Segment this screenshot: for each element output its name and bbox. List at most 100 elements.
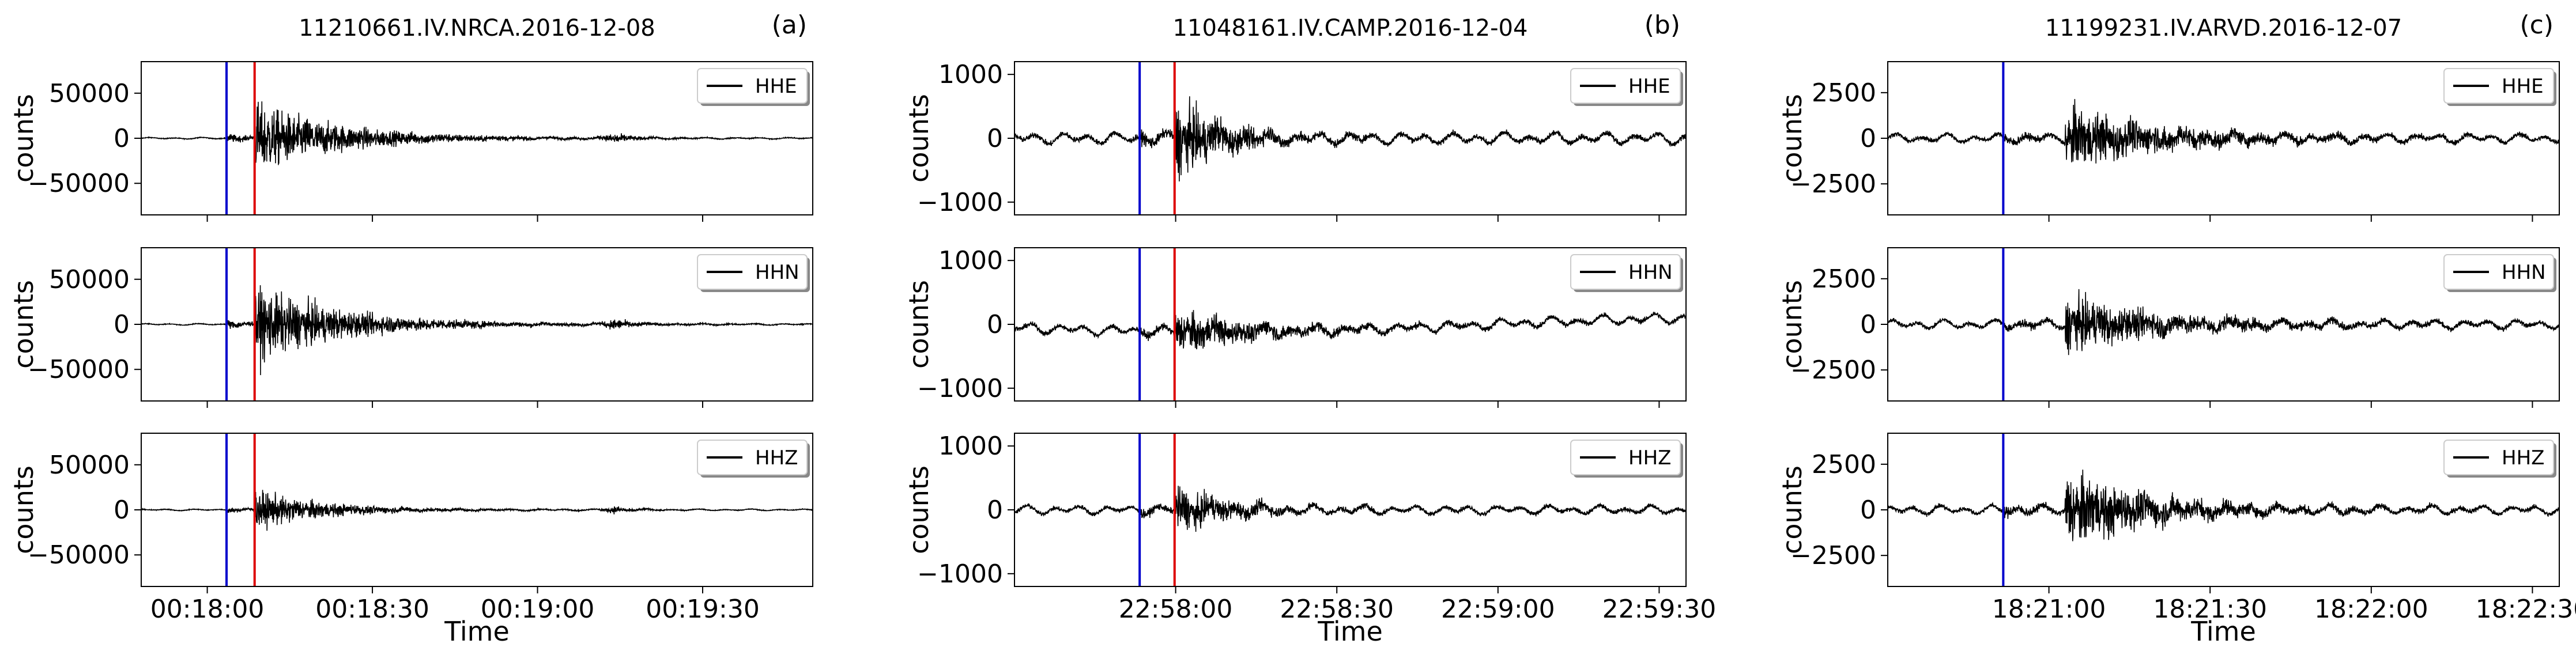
waveform-trace-hhn xyxy=(1014,310,1686,350)
legend-label: HHN xyxy=(755,261,799,284)
legend-box xyxy=(2443,440,2554,475)
legend-label: HHE xyxy=(755,75,797,98)
x-tick-label: 18:21:30 xyxy=(2153,595,2267,624)
legend-box xyxy=(697,68,808,104)
y-tick-label: 50000 xyxy=(49,79,130,108)
x-tick-label: 22:58:00 xyxy=(1119,595,1233,624)
y-tick-label: −2500 xyxy=(1790,355,1876,385)
waveform-trace-hhe xyxy=(1888,99,2559,164)
legend-label: HHZ xyxy=(1628,446,1671,470)
y-tick-label: −2500 xyxy=(1790,541,1876,570)
x-tick-label: 18:22:00 xyxy=(2314,595,2428,624)
x-axis-label: Time xyxy=(2190,616,2256,647)
y-axis-label: counts xyxy=(1777,465,1808,554)
legend-hhz: HHZ xyxy=(2443,440,2556,478)
x-tick-label: 00:18:00 xyxy=(150,595,265,624)
legend-hhe: HHE xyxy=(1570,68,1683,106)
x-tick-label: 18:22:30 xyxy=(2476,595,2576,624)
chart-title: 11199231.IV.ARVD.2016-12-07 xyxy=(2045,15,2402,41)
legend-box xyxy=(2443,254,2554,290)
legend-label: HHN xyxy=(2502,261,2546,284)
legend-box xyxy=(1570,440,1681,475)
waveform-trace-hhz xyxy=(141,490,813,531)
legend-label: HHZ xyxy=(2502,446,2544,470)
x-tick-label: 00:18:30 xyxy=(315,595,429,624)
y-tick-label: 0 xyxy=(1860,310,1876,339)
x-tick-label: 18:21:00 xyxy=(1992,595,2106,624)
legend-hhe: HHE xyxy=(2443,68,2556,106)
y-tick-label: −50000 xyxy=(28,540,130,570)
panel-tag: (c) xyxy=(2520,10,2554,40)
y-tick-label: 0 xyxy=(114,124,130,153)
legend-box xyxy=(1570,254,1681,290)
waveform-trace-hhn xyxy=(1888,289,2559,355)
subplot-hhz: 1000 0 −1000 counts 22:58:00 22:58:30 22:59:00… xyxy=(903,431,1716,624)
x-tick-label: 00:19:30 xyxy=(646,595,760,624)
y-tick-label: −1000 xyxy=(917,374,1003,403)
y-tick-label: 0 xyxy=(1860,495,1876,525)
y-axis-label: counts xyxy=(903,465,934,554)
y-tick-label: 2500 xyxy=(1812,450,1876,479)
waveform-trace-hhz xyxy=(1014,486,1686,534)
y-tick-label: 0 xyxy=(987,124,1003,153)
y-axis-label: counts xyxy=(903,94,934,183)
waveform-trace-hhz xyxy=(1888,470,2559,542)
subplot-hhe: 1000 0 −1000 counts HHE xyxy=(903,60,1687,222)
y-tick-label: 1000 xyxy=(938,60,1003,89)
legend-hhz: HHZ xyxy=(1570,440,1683,478)
legend-hhz: HHZ xyxy=(697,440,810,478)
x-tick-label: 22:59:00 xyxy=(1441,595,1555,624)
legend-box xyxy=(2443,68,2554,104)
legend-hhn: HHN xyxy=(2443,254,2556,292)
y-tick-label: 2500 xyxy=(1812,264,1876,294)
chart-panel-b: 11048161.IV.CAMP.2016-12-04 (b) 1000 0 −1000… xyxy=(903,10,1716,647)
y-tick-label: 2500 xyxy=(1812,78,1876,108)
waveform-trace-hhe xyxy=(1014,96,1686,181)
y-axis-label: counts xyxy=(8,94,39,183)
legend-hhn: HHN xyxy=(1570,254,1683,292)
y-tick-label: −50000 xyxy=(28,355,130,384)
x-tick-label: 00:19:00 xyxy=(481,595,595,624)
panel-tag: (b) xyxy=(1645,10,1680,40)
subplot-hhn: 1000 0 −1000 counts HHN xyxy=(903,246,1687,408)
y-tick-label: 1000 xyxy=(938,246,1003,275)
waveform-trace-hhn xyxy=(141,285,813,376)
legend-hhn: HHN xyxy=(697,254,810,292)
y-tick-label: −50000 xyxy=(28,169,130,198)
y-tick-label: 0 xyxy=(1860,124,1876,153)
chart-panel-c: 11199231.IV.ARVD.2016-12-07 (c) 2500 0 −2500… xyxy=(1777,10,2576,647)
y-tick-label: 0 xyxy=(114,310,130,339)
waveform-trace-hhe xyxy=(141,101,813,165)
y-tick-label: 50000 xyxy=(49,451,130,480)
legend-box xyxy=(697,254,808,290)
chart-title: 11048161.IV.CAMP.2016-12-04 xyxy=(1173,15,1528,41)
y-axis-label: counts xyxy=(1777,280,1808,369)
panel-tag: (a) xyxy=(772,10,807,40)
y-axis-label: counts xyxy=(8,465,39,554)
legend-hhe: HHE xyxy=(697,68,810,106)
y-tick-label: −2500 xyxy=(1790,169,1876,199)
y-axis-label: counts xyxy=(8,280,39,369)
legend-label: HHE xyxy=(1628,75,1670,98)
legend-box xyxy=(697,440,808,475)
y-axis-label: counts xyxy=(1777,94,1808,183)
y-tick-label: 0 xyxy=(987,495,1003,525)
legend-box xyxy=(1570,68,1681,104)
y-tick-label: 1000 xyxy=(938,431,1003,461)
chart-panel-a: 11210661.IV.NRCA.2016-12-08 (a) 50000 0 −500… xyxy=(8,10,813,647)
x-tick-label: 22:58:30 xyxy=(1280,595,1394,624)
x-axis-label: Time xyxy=(1317,616,1383,647)
legend-label: HHN xyxy=(1628,261,1673,284)
y-axis-label: counts xyxy=(903,280,934,369)
y-tick-label: −1000 xyxy=(917,188,1003,217)
legend-label: HHE xyxy=(2502,75,2544,98)
y-tick-label: 0 xyxy=(114,495,130,525)
x-axis-label: Time xyxy=(444,616,510,647)
